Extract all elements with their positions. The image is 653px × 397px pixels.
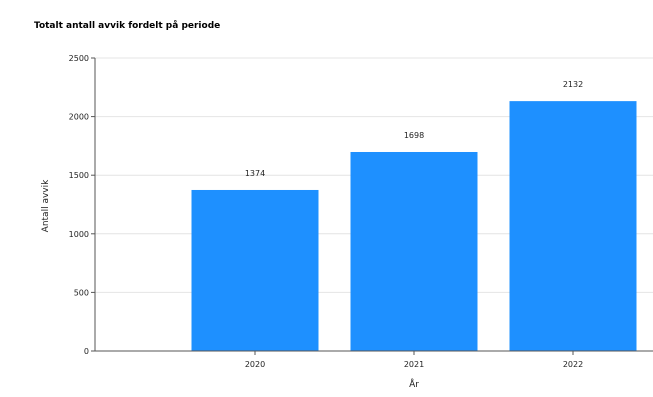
y-tick-label: 0 <box>84 347 89 356</box>
bar-2022 <box>509 101 637 351</box>
bars <box>191 101 637 351</box>
axes <box>91 57 653 355</box>
x-axis-title: År <box>409 378 419 390</box>
y-tick-label: 2000 <box>69 113 89 122</box>
labels: 0 500 1000 1500 2000 2500 1374 2020 1698 2021 2132… <box>69 54 584 369</box>
x-tick-label: 2021 <box>404 360 424 369</box>
data-label: 1698 <box>404 131 424 140</box>
bar-2021 <box>350 151 478 351</box>
x-tick-label: 2022 <box>563 360 583 369</box>
x-tick-label: 2020 <box>245 360 265 369</box>
y-tick-label: 1000 <box>69 230 89 239</box>
y-tick-label: 2500 <box>69 54 89 63</box>
bar-2020 <box>191 189 319 351</box>
y-axis-title: Antall avvik <box>41 179 51 232</box>
chart-title: Totalt antall avvik fordelt på periode <box>34 21 221 31</box>
y-tick-label: 1500 <box>69 171 89 180</box>
y-tick-label: 500 <box>74 288 89 297</box>
data-label: 2132 <box>563 80 583 89</box>
data-label: 1374 <box>245 169 265 178</box>
